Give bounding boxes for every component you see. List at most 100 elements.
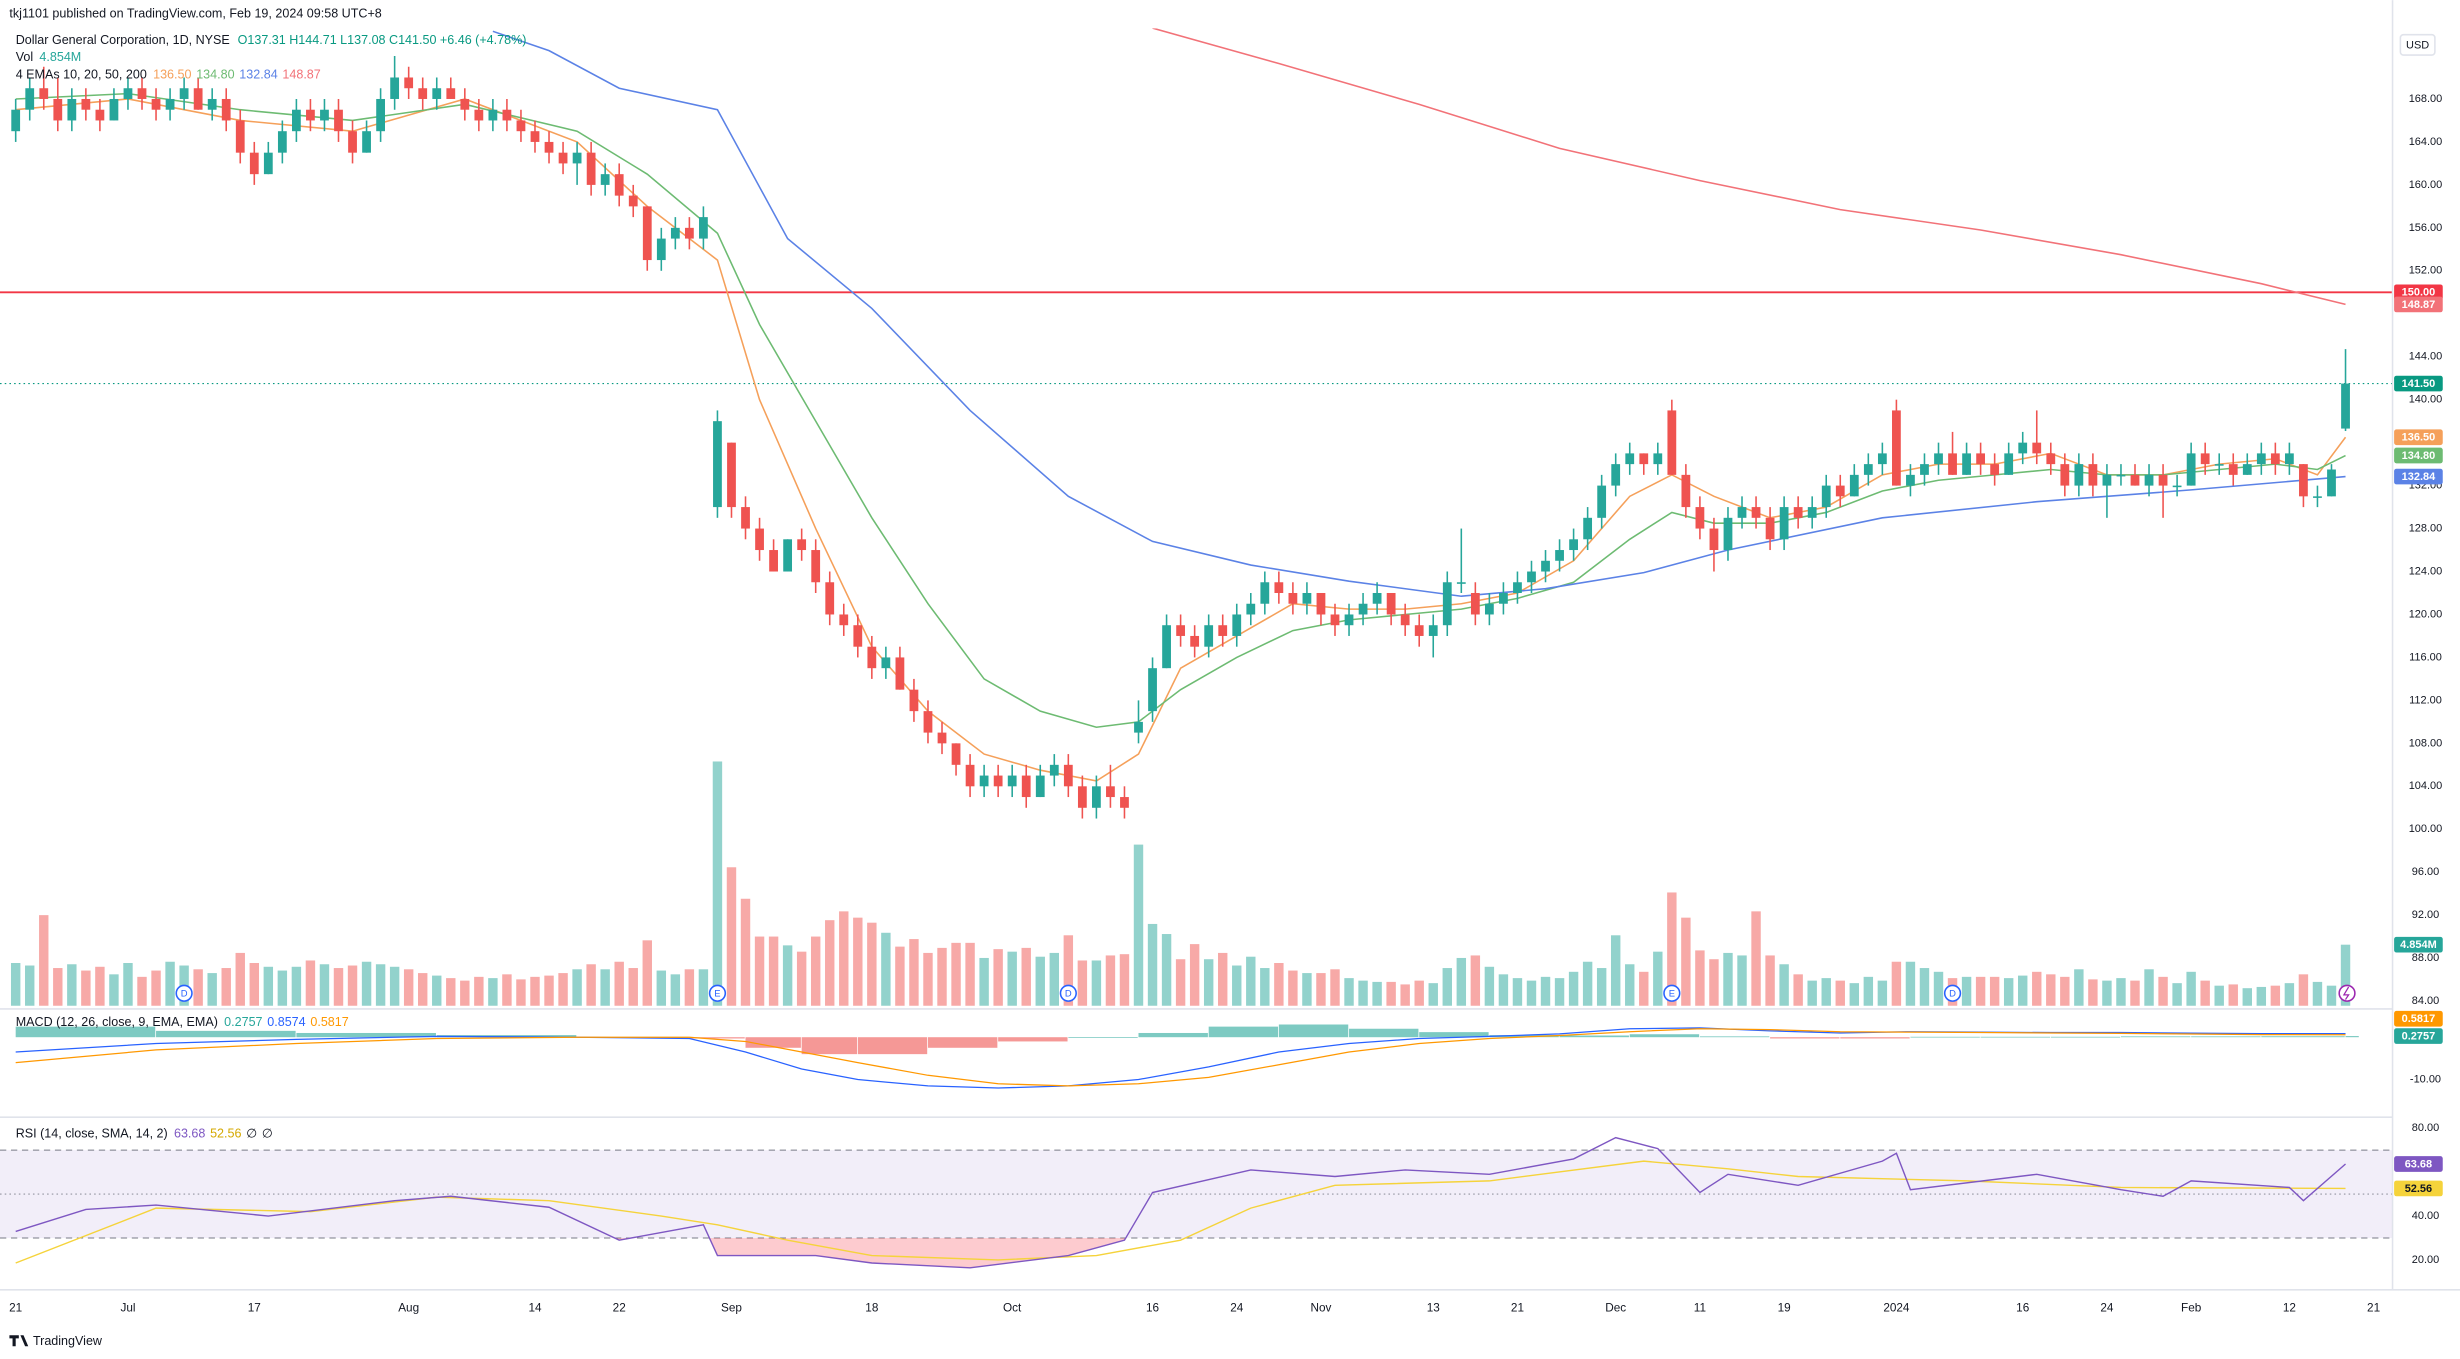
volume-bar [1975, 976, 1986, 1006]
volume-bar [1316, 973, 1326, 1006]
volume-bar [825, 920, 835, 1006]
volume-bar [25, 965, 35, 1006]
macd-histogram-bar [1208, 1026, 1279, 1038]
volume-bar [1147, 923, 1158, 1006]
candle-body [1007, 775, 1017, 787]
volume-bar [1779, 964, 1789, 1006]
candle-body [1877, 453, 1887, 465]
event-badge [1059, 984, 1077, 1002]
candle-body [2284, 453, 2294, 465]
candle-body [1513, 582, 1522, 593]
candle-body [1035, 775, 1045, 798]
candle-body [1049, 764, 1059, 776]
volume-bar [53, 968, 63, 1006]
y-tick-label: 140.00 [2409, 394, 2443, 406]
y-tick-label: 108.00 [2409, 737, 2443, 749]
volume-bar [221, 968, 231, 1006]
price-label-bg [2394, 1180, 2443, 1197]
volume-bar [1891, 961, 1902, 1006]
volume-bar [628, 968, 638, 1006]
volume-bar [1007, 951, 1017, 1006]
candle-body [81, 98, 91, 110]
candle-body [1456, 582, 1466, 584]
currency-box[interactable] [2399, 33, 2436, 56]
candle-body [1527, 571, 1536, 583]
volume-bar [1667, 892, 1677, 1006]
volume-bar [2256, 986, 2267, 1006]
volume-bar [684, 969, 695, 1006]
volume-bar [333, 968, 344, 1006]
event-badge [1943, 984, 1962, 1002]
volume-bar [2312, 981, 2323, 1006]
volume-bar [909, 939, 919, 1006]
x-tick-label: 22 [613, 1302, 626, 1315]
macd-histogram-bar [1349, 1028, 1419, 1038]
candle-body [1092, 786, 1101, 808]
candle-body [95, 109, 105, 121]
candle-body [1807, 507, 1817, 518]
lightning-icon [2338, 984, 2356, 1002]
candle-body [993, 775, 1003, 787]
y-tick-label: 104.00 [2409, 780, 2443, 792]
candle-body [1625, 453, 1635, 465]
candle-body [1695, 507, 1705, 529]
event-marker: D [1943, 984, 1962, 1002]
volume-bar [558, 973, 568, 1006]
y-tick-label: 124.00 [2409, 565, 2443, 577]
volume-bar [2144, 969, 2154, 1006]
candle-body [1611, 464, 1621, 486]
macd-histogram-bar [998, 1037, 1068, 1042]
candle-body [979, 775, 989, 787]
candle-body [1246, 603, 1256, 615]
macd-histogram-bar [1910, 1036, 1980, 1038]
candle-body [39, 88, 49, 99]
symbol: Dollar General Corporation, 1D, NYSE [16, 33, 230, 47]
candle-body [1176, 625, 1186, 636]
candle-body [1597, 485, 1607, 518]
volume-bar [1751, 911, 1761, 1006]
candle-body [2116, 474, 2126, 477]
macd-histogram-bar [1419, 1032, 1489, 1038]
volume-bar [544, 975, 554, 1006]
x-tick-label: Nov [1311, 1302, 1332, 1315]
candle-body [1484, 603, 1494, 615]
candle-body [1751, 507, 1761, 518]
volume-bar [1218, 952, 1228, 1006]
volume-bar [2270, 985, 2281, 1006]
volume-bar [81, 970, 91, 1006]
candle-body [277, 131, 287, 153]
volume-bar [1021, 947, 1031, 1006]
candle-body [923, 711, 933, 733]
volume-bar [2242, 988, 2252, 1006]
x-tick-label: 21 [9, 1302, 22, 1315]
volume-bar [151, 970, 161, 1006]
macd-histogram-bar [1559, 1035, 1629, 1038]
candle-body [656, 238, 666, 261]
candle-body [839, 614, 849, 626]
macd-tick-label: -10.00 [2410, 1073, 2441, 1085]
volume-bar [516, 979, 526, 1006]
price-label-bg [2394, 284, 2443, 301]
candle-body [1274, 582, 1284, 593]
macd-histogram-bar [1489, 1035, 1559, 1038]
candle-body [516, 120, 526, 132]
event-label: E [1669, 988, 1675, 999]
x-tick-label: Dec [1605, 1302, 1626, 1315]
volume-bar [488, 978, 498, 1006]
event-marker: D [1059, 984, 1077, 1002]
candle-body [123, 88, 133, 99]
volume-bar [1919, 968, 1930, 1006]
candle-body [600, 174, 610, 185]
candle-body [1863, 464, 1873, 475]
volume-bar [2214, 985, 2224, 1006]
volume-bar [2284, 983, 2295, 1006]
candle-body [1639, 453, 1649, 465]
price-label: 141.50 [2394, 375, 2443, 392]
candle-body [867, 646, 877, 669]
candle-body [390, 77, 400, 99]
brand-name: TradingView [33, 1334, 103, 1348]
candle-body [713, 421, 722, 508]
y-tick-label: 100.00 [2409, 823, 2443, 835]
event-label: D [181, 988, 188, 999]
